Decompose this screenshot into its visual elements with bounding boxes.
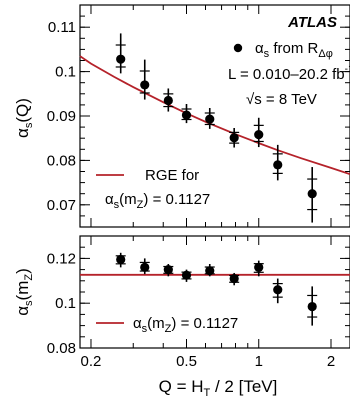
top-data-point <box>307 189 317 199</box>
top-data-point <box>181 110 192 120</box>
bottom-data-point <box>205 266 215 276</box>
top-y-tick-label: 0.11 <box>48 19 76 36</box>
bottom-y-tick-label: 0.1 <box>55 295 76 312</box>
bottom-panel-marks <box>80 252 350 326</box>
bottom-panel-ticks: 0.08 0.1 0.12 0.2 0.5 1 2 <box>47 235 350 370</box>
bottom-y-tick-label: 0.12 <box>47 250 76 267</box>
top-panel-ticks: 0.07 0.08 0.09 0.1 0.11 <box>47 4 350 228</box>
top-y-axis-title: αs(Q) <box>13 98 35 138</box>
top-data-point <box>140 80 150 90</box>
x-axis-title: Q = HT / 2 [TeV] <box>159 377 278 399</box>
bottom-y-axis-title: αs(mZ) <box>13 268 35 316</box>
legend-rge-label-line2: αs(mZ) = 0.1127 <box>105 191 210 211</box>
top-data-point <box>254 130 264 140</box>
bottom-data-point <box>229 273 239 284</box>
top-rge-curve <box>79 55 350 176</box>
bottom-y-tick-label: 0.08 <box>47 340 76 357</box>
luminosity-label: L = 0.010–20.2 fb-1 <box>228 64 350 83</box>
legend-points-label: αs from RΔφ <box>255 40 333 60</box>
x-tick-label: 0.5 <box>176 353 197 370</box>
legend-points-marker <box>233 43 243 53</box>
bottom-data-point <box>273 285 283 295</box>
x-tick-label: 1 <box>255 353 263 370</box>
top-y-tick-label: 0.1 <box>55 64 76 81</box>
bottom-data-point <box>307 301 317 312</box>
bottom-data-point <box>163 265 173 275</box>
x-tick-label: 0.2 <box>81 353 102 370</box>
top-y-tick-label: 0.09 <box>47 108 76 125</box>
energy-label: √s = 8 TeV <box>246 91 317 108</box>
bottom-data-point <box>140 262 150 272</box>
top-data-point <box>116 54 126 64</box>
top-data-point <box>205 114 215 124</box>
x-tick-label: 2 <box>327 353 335 370</box>
top-panel-marks <box>79 33 350 223</box>
top-data-point <box>163 95 173 106</box>
top-y-tick-label: 0.07 <box>47 197 76 214</box>
atlas-label: ATLAS <box>287 14 337 31</box>
bottom-data-point <box>254 262 264 272</box>
top-data-point <box>273 160 283 170</box>
bottom-data-point <box>181 270 192 280</box>
bottom-data-point <box>116 254 126 265</box>
top-data-point <box>229 133 239 143</box>
legend-const-label: αs(mZ) = 0.1127 <box>133 315 238 335</box>
legend-rge-label-line1: RGE for <box>145 167 199 184</box>
top-y-tick-label: 0.08 <box>47 152 76 169</box>
